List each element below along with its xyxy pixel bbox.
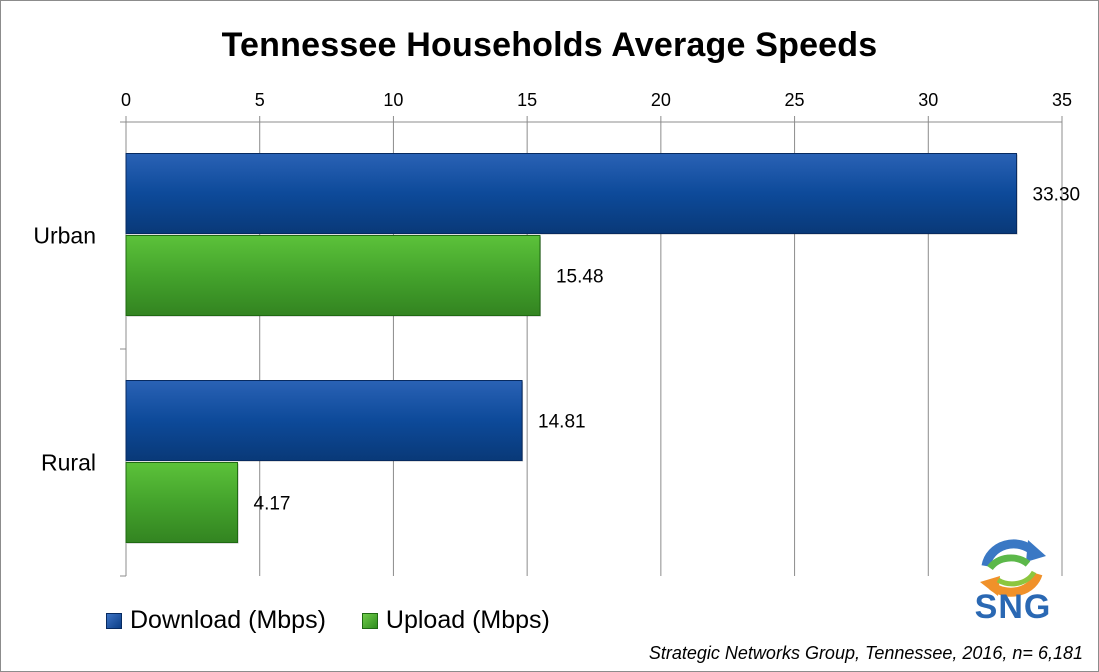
legend-swatch-download — [106, 612, 122, 629]
x-tick-label-15: 15 — [517, 90, 537, 110]
x-tick-label-35: 35 — [1052, 90, 1072, 110]
labels: 0 5 10 15 20 25 30 35 Urban 33.30 15.48 Rural 14.81 4… — [33, 90, 1080, 515]
legend-label-download: Download (Mbps) — [130, 606, 326, 634]
source-note: Strategic Networks Group, Tennessee, 201… — [648, 643, 1083, 663]
x-tick-label-30: 30 — [918, 90, 938, 110]
data-label-download-rural: 14.81 — [538, 412, 586, 433]
bar-upload-urban — [125, 235, 541, 316]
bar-download-rural — [125, 380, 523, 461]
data-label-upload-urban: 15.48 — [556, 267, 604, 288]
category-label-urban: Urban — [33, 223, 96, 249]
chart-title: Tennessee Households Average Speeds — [221, 26, 878, 64]
x-tick-label-0: 0 — [121, 90, 131, 110]
x-tick-label-25: 25 — [785, 90, 805, 110]
sng-arrows-logo-icon — [980, 539, 1046, 597]
legend-item-download: Download (Mbps) — [106, 606, 326, 635]
data-label-upload-rural: 4.17 — [254, 494, 291, 515]
bars — [125, 153, 1018, 544]
data-label-download-urban: 33.30 — [1033, 185, 1081, 206]
legend-item-upload: Upload (Mbps) — [361, 606, 550, 635]
x-tick-label-5: 5 — [255, 90, 265, 110]
logo-text: SNG — [974, 588, 1052, 626]
bar-download-urban — [125, 153, 1018, 234]
legend-swatch-upload — [361, 612, 378, 629]
x-tick-label-10: 10 — [383, 90, 403, 110]
category-label-rural: Rural — [41, 450, 96, 476]
x-tick-label-20: 20 — [651, 90, 671, 110]
legend: Download (Mbps) Upload (Mbps) — [106, 606, 586, 635]
legend-label-upload: Upload (Mbps) — [385, 606, 550, 634]
bar-upload-rural — [125, 462, 239, 543]
